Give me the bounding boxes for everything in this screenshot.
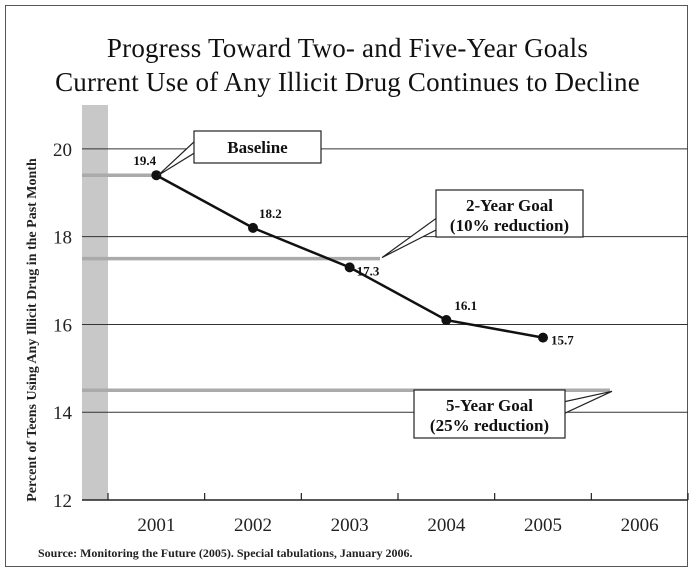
data-point (538, 332, 548, 343)
data-point (441, 315, 452, 326)
data-label: 19.4 (133, 153, 156, 168)
two-year-goal-callout-text: 2-Year Goal (466, 196, 553, 215)
data-label: 16.1 (454, 298, 477, 313)
five-year-goal-callout-pointer (562, 390, 613, 415)
x-tick-label: 2001 (137, 515, 175, 536)
x-tick-label: 2005 (524, 515, 562, 536)
data-point (344, 262, 355, 273)
data-label: 18.2 (259, 206, 282, 221)
chart-title: Progress Toward Two- and Five-Year Goals (106, 33, 589, 63)
x-tick-label: 2006 (621, 515, 659, 536)
y-tick-label: 14 (53, 403, 73, 424)
five-year-goal-callout-box (413, 389, 566, 439)
y-tick-label: 12 (53, 491, 72, 512)
two-year-goal-callout-pointer (381, 215, 439, 259)
five-year-goal-callout-text: 5-Year Goal (446, 396, 533, 415)
two-year-goal-callout-text: (10% reduction) (450, 216, 569, 235)
baseline-callout-box (193, 130, 322, 164)
y-tick-label: 18 (53, 228, 72, 249)
x-tick-label: 2002 (234, 515, 272, 536)
y-tick-label: 20 (53, 140, 72, 161)
two-year-goal-callout-box (435, 189, 584, 238)
y-axis-band (82, 105, 108, 500)
five-year-goal-callout-text: (25% reduction) (430, 416, 549, 435)
data-label: 17.3 (357, 263, 380, 278)
chart-frame (5, 5, 688, 567)
x-tick-label: 2004 (427, 515, 466, 536)
x-tick-label: 2003 (331, 515, 369, 536)
data-point (248, 222, 258, 233)
chart-subtitle: Current Use of Any Illicit Drug Continue… (55, 67, 640, 97)
y-tick-label: 16 (53, 315, 72, 336)
data-label: 15.7 (551, 333, 574, 348)
data-point (151, 170, 162, 181)
source-note: Source: Monitoring the Future (2005). Sp… (38, 546, 413, 560)
baseline-callout-text: Baseline (227, 138, 288, 157)
baseline-callout-pointer (157, 138, 197, 176)
